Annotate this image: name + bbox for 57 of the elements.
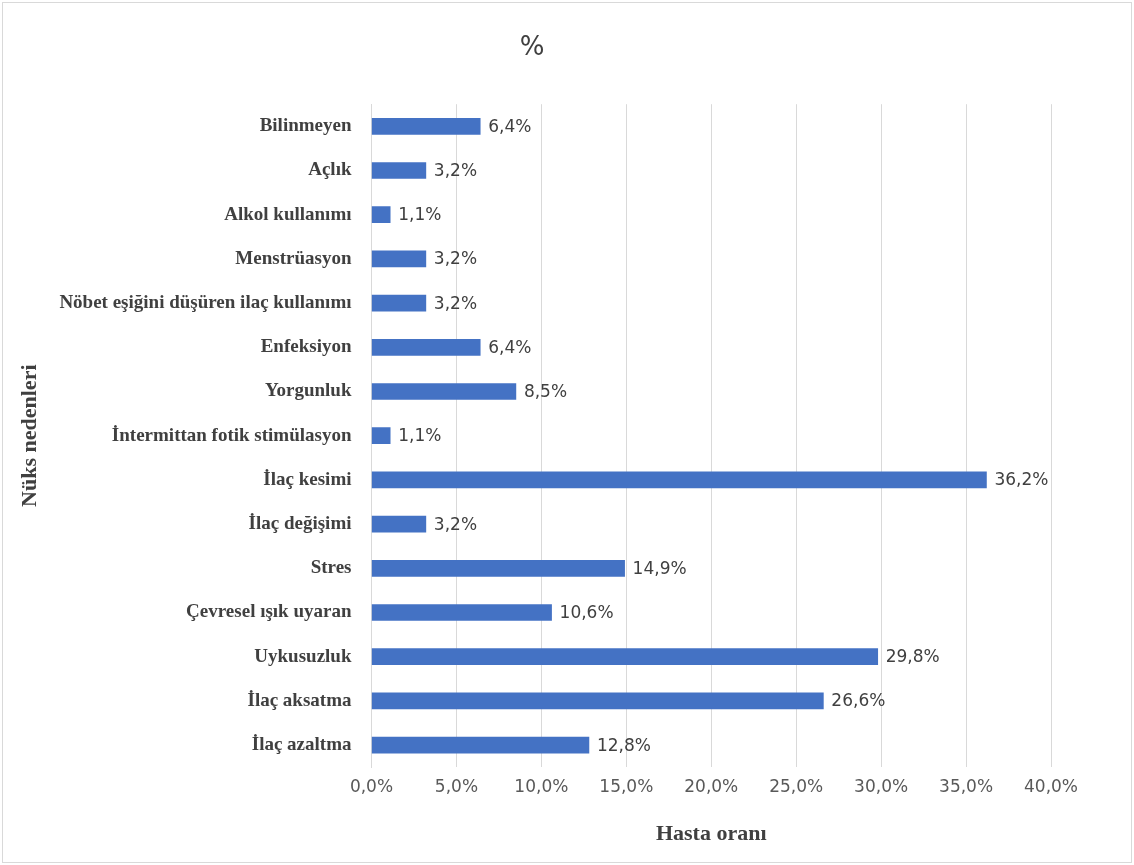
y-tick-label: Uykusuzluk	[254, 644, 352, 666]
y-tick-label: İlaç aksatma	[247, 688, 352, 710]
bar	[371, 471, 987, 489]
bar	[371, 294, 427, 312]
data-label: 3,2%	[433, 292, 478, 313]
y-tick-label: Stres	[310, 556, 352, 578]
y-tick-label: İlaç değişimi	[248, 512, 352, 534]
y-tick-label: İlaç kesimi	[263, 467, 352, 489]
bar	[371, 648, 879, 666]
bar	[371, 383, 517, 400]
bar	[371, 427, 391, 445]
bar	[371, 206, 391, 224]
bar	[371, 162, 427, 179]
bar	[371, 338, 481, 356]
y-tick-label: Enfeksiyon	[260, 335, 352, 357]
y-axis-title: Nüks nedenleri	[15, 364, 41, 507]
data-label: 26,6%	[831, 690, 886, 711]
data-label: 14,9%	[632, 557, 687, 578]
y-tick-label: Açlık	[308, 158, 352, 180]
x-tick-label: 15,0%	[599, 775, 654, 796]
data-label: 29,8%	[885, 646, 940, 667]
y-tick-label: Bilinmeyen	[259, 114, 352, 136]
y-tick-label: Alkol kullanımı	[224, 202, 352, 224]
bar	[371, 559, 625, 577]
x-tick-label: 20,0%	[684, 775, 739, 796]
y-tick-label: İntermittan fotik stimülasyon	[111, 423, 352, 445]
data-label: 3,2%	[433, 513, 478, 534]
y-tick-label: Yorgunluk	[264, 379, 352, 401]
x-axis-title: Hasta oranı	[655, 820, 767, 846]
data-label: 1,1%	[398, 425, 442, 446]
data-label: 10,6%	[559, 601, 614, 622]
data-label: 6,4%	[488, 115, 532, 136]
bar	[371, 117, 481, 135]
x-tick-label: 40,0%	[1023, 775, 1079, 796]
x-tick-label: 25,0%	[769, 775, 824, 796]
data-label: 3,2%	[433, 248, 478, 269]
chart-title: %	[519, 31, 545, 62]
y-tick-label: İlaç azaltma	[251, 733, 352, 755]
x-tick-label: 10,0%	[514, 775, 569, 796]
bar	[371, 736, 590, 754]
y-tick-label: Menstrüasyon	[235, 246, 352, 268]
data-label: 1,1%	[398, 204, 442, 225]
bar	[371, 250, 427, 268]
data-label: 3,2%	[433, 159, 478, 180]
x-tick-label: 0,0%	[349, 775, 394, 796]
data-label: 8,5%	[523, 380, 568, 401]
x-tick-label: 5,0%	[434, 775, 479, 796]
bar	[371, 692, 824, 710]
data-label: 36,2%	[994, 469, 1049, 490]
bar	[371, 515, 427, 533]
y-tick-label: Çevresel ışık uyaran	[186, 600, 352, 622]
data-label: 12,8%	[596, 734, 651, 755]
data-label: 6,4%	[488, 336, 532, 357]
x-tick-label: 30,0%	[854, 775, 909, 796]
y-tick-label: Nöbet eşiğini düşüren ilaç kullanımı	[59, 291, 352, 313]
bar	[371, 604, 552, 621]
x-tick-label: 35,0%	[939, 775, 994, 796]
